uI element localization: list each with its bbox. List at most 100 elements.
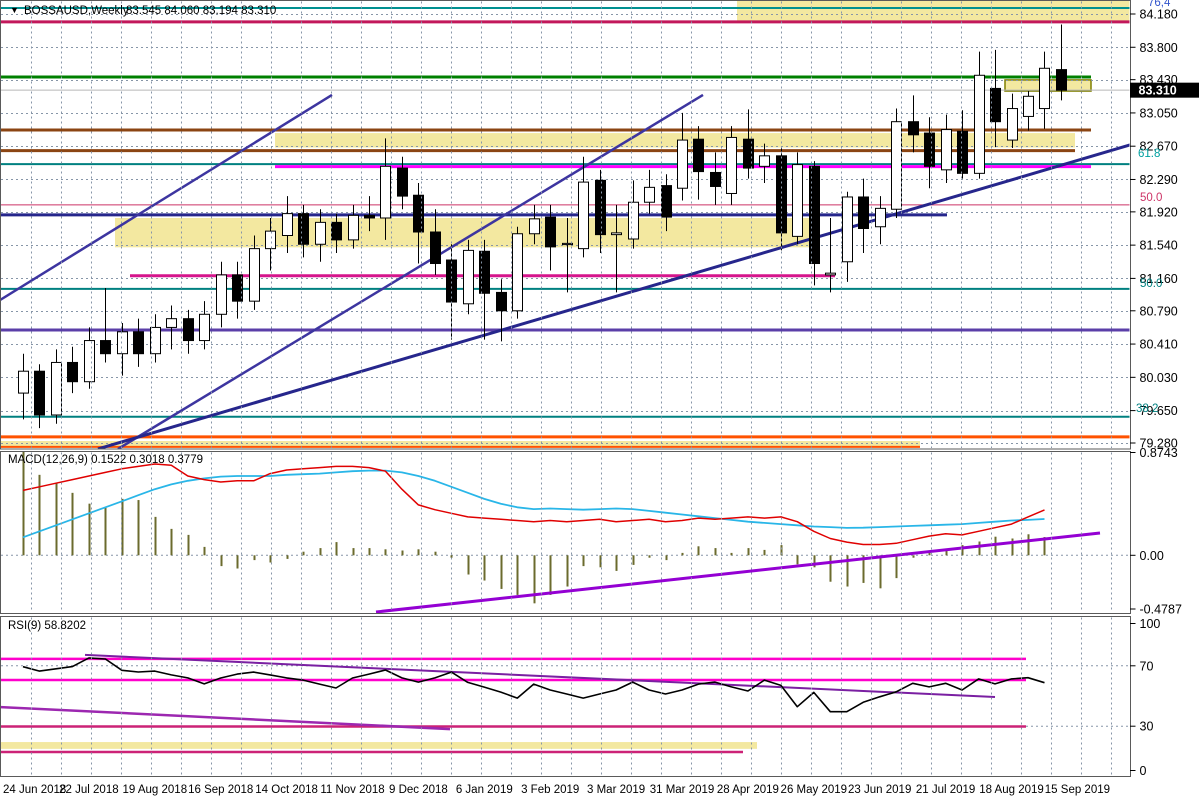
candle-body-bull — [84, 340, 95, 383]
candlestick[interactable] — [1007, 93, 1018, 148]
candlestick[interactable] — [1056, 24, 1067, 101]
candlestick[interactable] — [397, 156, 408, 210]
macd-trend-line[interactable] — [375, 531, 1101, 613]
candle-body-bear — [183, 318, 194, 342]
candlestick[interactable] — [809, 161, 820, 286]
fib-label: 50.0 — [1140, 192, 1162, 204]
rsi-trend-line[interactable] — [0, 705, 451, 731]
candlestick[interactable] — [199, 301, 210, 350]
candlestick[interactable] — [611, 204, 622, 293]
candlestick[interactable] — [677, 112, 688, 201]
candlestick[interactable] — [463, 239, 474, 315]
time-axis-label: 6 Jan 2019 — [456, 784, 513, 796]
candlestick[interactable] — [430, 209, 441, 275]
trend-line[interactable] — [0, 93, 333, 301]
candle-body-bear — [413, 194, 424, 233]
candlestick[interactable] — [842, 191, 853, 282]
candlestick[interactable] — [512, 226, 523, 319]
candlestick[interactable] — [265, 217, 276, 271]
candle-body-bull — [249, 248, 260, 302]
candle-body-bear — [364, 214, 375, 219]
symbol-dropdown-icon[interactable]: ▼ — [10, 5, 19, 15]
candlestick[interactable] — [117, 323, 128, 376]
candlestick[interactable] — [496, 279, 507, 342]
candlestick[interactable] — [595, 169, 606, 254]
candlestick[interactable] — [249, 235, 260, 310]
candlestick[interactable] — [661, 174, 672, 232]
candlestick[interactable] — [364, 196, 375, 232]
candle-body-bear — [661, 185, 672, 218]
rsi-line — [22, 657, 1045, 713]
candlestick[interactable] — [743, 109, 754, 179]
time-axis-label: 26 May 2019 — [781, 784, 848, 796]
candlestick[interactable] — [858, 178, 869, 254]
macd-panel-background — [0, 451, 1131, 614]
candlestick[interactable] — [133, 318, 144, 367]
rsi-tick-label: 70 — [1140, 659, 1154, 673]
candlestick[interactable] — [974, 51, 985, 179]
candlestick[interactable] — [232, 261, 243, 319]
candlestick[interactable] — [166, 305, 177, 350]
candle-body-bull — [1007, 108, 1018, 141]
candle-body-bear — [67, 361, 78, 383]
candlestick[interactable] — [100, 288, 111, 363]
candlestick[interactable] — [51, 349, 62, 424]
candlestick[interactable] — [282, 196, 293, 254]
candlestick[interactable] — [1039, 51, 1050, 129]
candle-body-bull — [726, 136, 737, 194]
candlestick[interactable] — [875, 196, 886, 245]
candlestick[interactable] — [84, 327, 95, 389]
candle-body-bear — [990, 87, 1001, 123]
candle-body-bear — [858, 196, 869, 229]
macd-panel — [1, 452, 1130, 613]
candlestick[interactable] — [545, 204, 556, 271]
candle-body-bull — [315, 221, 326, 245]
candlestick[interactable] — [67, 346, 78, 394]
candlestick[interactable] — [18, 353, 29, 420]
candlestick[interactable] — [759, 143, 770, 183]
trend-line[interactable] — [117, 93, 704, 449]
price-axis[interactable]: 84.18083.80083.43083.05082.67082.29081.9… — [1130, 0, 1199, 778]
candlestick[interactable] — [216, 261, 227, 328]
candlestick[interactable] — [331, 213, 342, 254]
candle-body-bear — [430, 231, 441, 265]
candlestick[interactable] — [941, 114, 952, 183]
price-tick-label: 81.540 — [1140, 239, 1178, 253]
candlestick[interactable] — [380, 138, 391, 240]
candlestick[interactable] — [348, 204, 359, 249]
rsi-panel-background — [0, 616, 1131, 777]
candlestick[interactable] — [957, 110, 968, 179]
rsi-indicator-label: RSI(9) 58.8202 — [8, 620, 86, 632]
candlestick[interactable] — [891, 108, 902, 218]
candle-body-bull — [759, 155, 770, 167]
candlestick[interactable] — [479, 239, 490, 340]
time-axis-label: 23 Jun 2019 — [848, 784, 911, 796]
candlestick[interactable] — [908, 95, 919, 153]
candlestick[interactable] — [315, 209, 326, 262]
price-tick-label: 83.800 — [1140, 41, 1178, 55]
candlestick[interactable] — [726, 126, 737, 205]
rsi-trend-line[interactable] — [84, 653, 996, 699]
rsi-tick-label: 30 — [1140, 720, 1154, 734]
candlestick[interactable] — [183, 309, 194, 354]
candlestick[interactable] — [710, 152, 721, 205]
candle-body-bear — [595, 179, 606, 236]
candlestick[interactable] — [150, 314, 161, 363]
candlestick[interactable] — [529, 204, 540, 245]
candlestick[interactable] — [562, 217, 573, 293]
candlestick[interactable] — [34, 364, 45, 429]
candlestick[interactable] — [578, 156, 589, 258]
candlestick[interactable] — [825, 217, 836, 293]
candlestick[interactable] — [792, 152, 803, 245]
candlestick[interactable] — [990, 49, 1001, 148]
candlestick[interactable] — [693, 126, 704, 200]
candlestick[interactable] — [1023, 91, 1034, 131]
candlestick[interactable] — [413, 182, 424, 264]
trend-line[interactable] — [97, 143, 1130, 449]
candlestick[interactable] — [628, 180, 639, 249]
candlestick[interactable] — [298, 204, 309, 258]
candlestick[interactable] — [644, 169, 655, 214]
candlestick[interactable] — [924, 117, 935, 189]
